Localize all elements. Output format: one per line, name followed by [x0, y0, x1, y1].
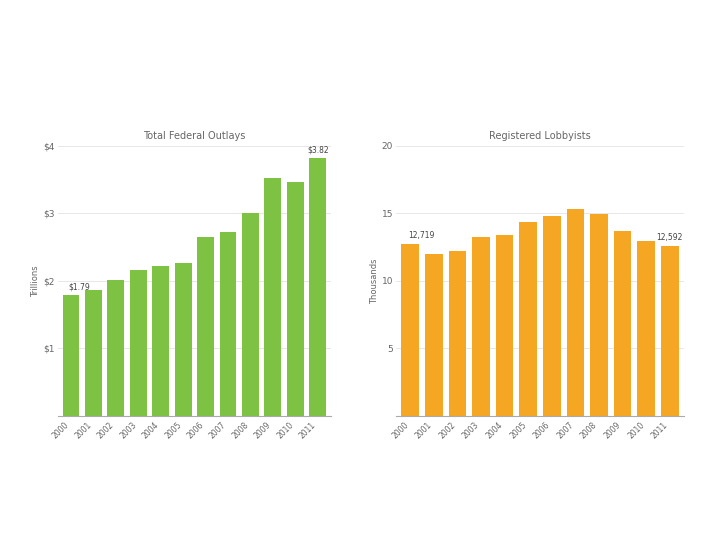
Bar	[449, 252, 467, 416]
Bar	[472, 238, 490, 416]
Title: Total Federal Outlays: Total Federal Outlays	[143, 131, 246, 141]
Bar	[220, 232, 236, 416]
Bar	[401, 244, 419, 416]
Bar	[543, 215, 561, 416]
Bar	[519, 222, 537, 416]
Bar	[287, 183, 304, 416]
Text: 12,719: 12,719	[408, 231, 434, 240]
Bar	[661, 246, 679, 416]
Text: $3.82: $3.82	[307, 146, 328, 154]
Bar	[637, 241, 655, 416]
Bar	[310, 158, 326, 416]
Bar	[425, 254, 443, 416]
Bar	[590, 214, 608, 416]
Bar	[496, 235, 513, 416]
Bar	[85, 291, 102, 416]
Bar	[264, 178, 282, 416]
Title: Registered Lobbyists: Registered Lobbyists	[489, 131, 591, 141]
Y-axis label: Trillions: Trillions	[32, 265, 40, 296]
Bar	[197, 237, 214, 416]
Bar	[130, 270, 147, 416]
Bar	[613, 231, 631, 416]
Bar	[63, 295, 79, 416]
Y-axis label: Thousands: Thousands	[370, 258, 379, 303]
Text: 12,592: 12,592	[657, 233, 683, 242]
Bar	[567, 208, 584, 416]
Text: Growth in Federal Spending and in Lobbying: Growth in Federal Spending and in Lobbyi…	[22, 42, 720, 70]
Bar	[242, 213, 259, 416]
Bar	[107, 280, 125, 416]
Bar	[153, 266, 169, 416]
Text: $1.79: $1.79	[69, 282, 91, 292]
Bar	[175, 262, 192, 416]
